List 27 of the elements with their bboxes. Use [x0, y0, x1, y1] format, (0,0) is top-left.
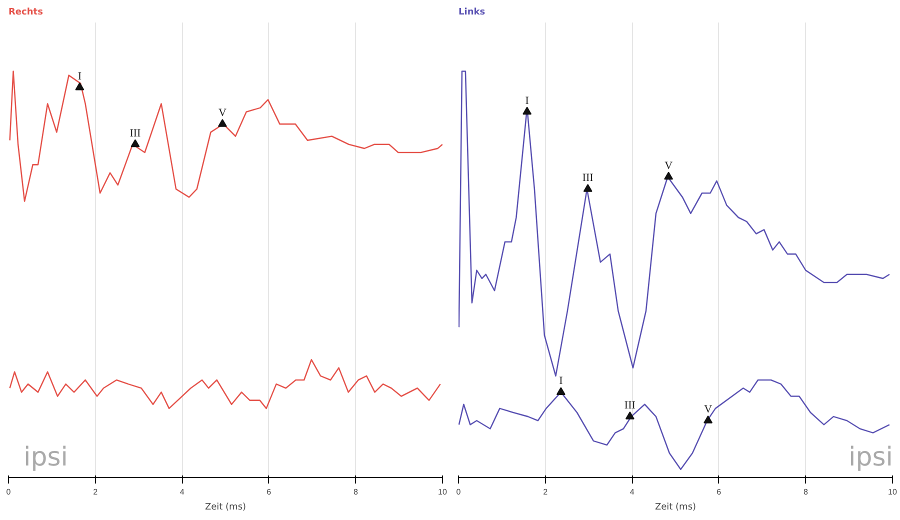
x-tick-label: 10 [888, 488, 898, 496]
annotation: ipsi [24, 442, 68, 472]
annotation: I [525, 94, 530, 107]
x-tick-label: 8 [803, 488, 808, 496]
x-axis-title: Zeit (ms) [204, 502, 246, 512]
annotation: V [218, 107, 226, 120]
x-tick-label: 4 [180, 488, 185, 496]
x-tick-label: 6 [716, 488, 722, 496]
x-tick-label: 8 [353, 488, 358, 496]
annotation: ipsi [848, 442, 893, 472]
annotation: V [704, 404, 712, 416]
annotation: III [582, 172, 594, 184]
x-tick-label: 0 [6, 488, 12, 496]
x-axis-title: Zeit (ms) [654, 502, 696, 512]
annotation: I [559, 375, 564, 388]
x-tick-label: 0 [456, 488, 462, 496]
annotation: I [78, 70, 82, 82]
annotation: III [624, 400, 636, 412]
x-tick-label: 2 [543, 488, 548, 496]
x-tick-label: 4 [630, 488, 635, 496]
x-tick-label: 10 [438, 488, 448, 496]
x-tick-label: 2 [93, 488, 98, 496]
annotation: V [664, 160, 673, 172]
x-tick-label: 6 [266, 488, 272, 496]
chart-title: Links [458, 8, 486, 18]
chart-title: Rechts [8, 8, 43, 18]
annotation: III [130, 127, 142, 140]
